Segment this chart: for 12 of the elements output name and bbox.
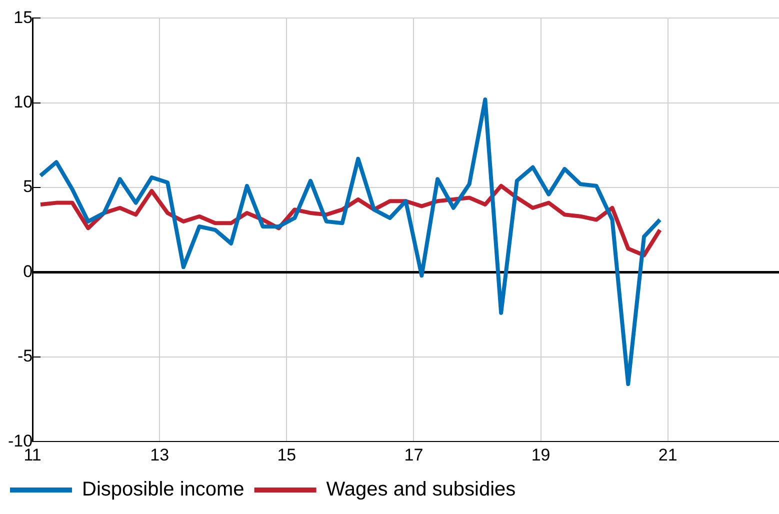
x-tick-label: 15 — [277, 445, 296, 464]
x-tick-label: 17 — [404, 445, 424, 464]
y-tick-label: 5 — [23, 177, 33, 196]
y-tick-label: 0 — [23, 262, 33, 281]
y-tick-label: -5 — [17, 346, 33, 366]
y-tick-label: 15 — [14, 8, 33, 27]
y-tick-label: 10 — [14, 92, 33, 112]
legend-label: Wages and subsidies — [326, 478, 516, 501]
x-tick-label: 21 — [658, 445, 678, 464]
x-tick-label: 19 — [531, 445, 550, 464]
legend-label: Disposible income — [82, 478, 244, 501]
x-tick-label: 13 — [150, 445, 170, 464]
